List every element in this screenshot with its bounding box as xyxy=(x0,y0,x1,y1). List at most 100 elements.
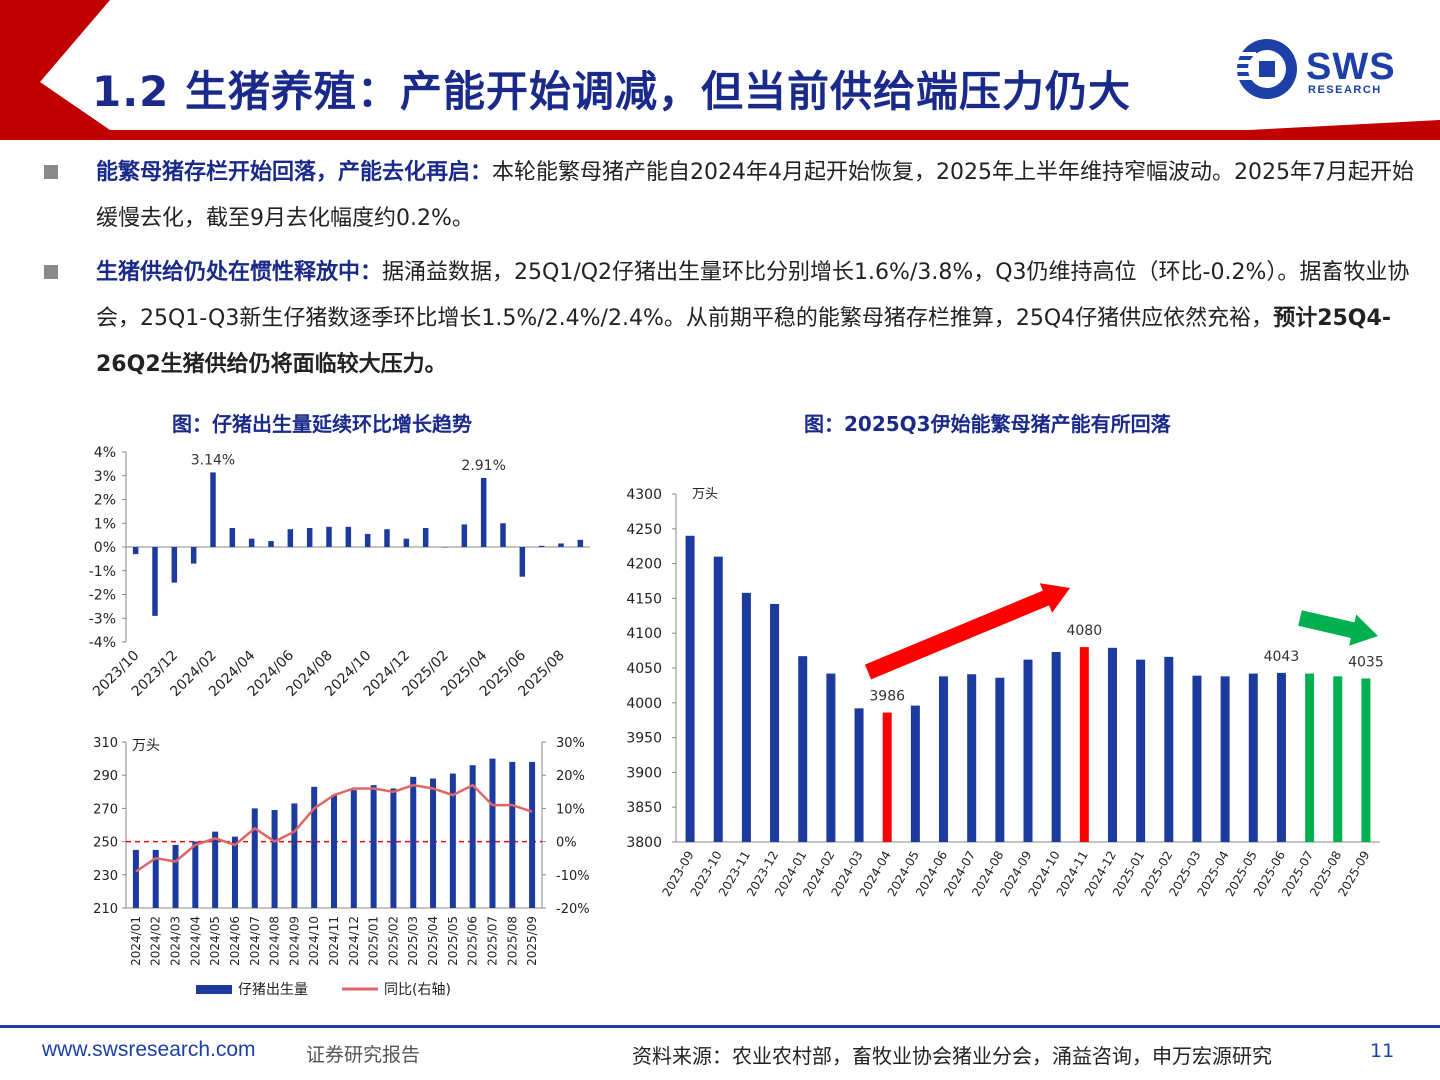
y-tick-label: 3900 xyxy=(626,765,662,781)
y2-tick-label: 0% xyxy=(556,836,577,851)
x-tick-label: 2025/06 xyxy=(466,916,480,966)
bar xyxy=(422,528,429,547)
x-tick-label: 2024/08 xyxy=(268,916,282,966)
x-tick-label: 2025/04 xyxy=(426,916,440,966)
bullet-square-icon xyxy=(44,165,58,179)
y-tick-label: 4000 xyxy=(626,696,662,712)
bar xyxy=(519,547,526,577)
bar xyxy=(192,841,199,908)
x-tick-label: 2024/09 xyxy=(287,916,301,966)
bar xyxy=(268,541,274,547)
y-tick-label: 4% xyxy=(94,445,116,461)
x-tick-label: 2025/07 xyxy=(485,916,499,966)
bar xyxy=(210,472,216,547)
chart-piglet-output: 210 230 250 270 290 310 -20% -10% 0% 10% 20% 30% 万头 2… xyxy=(93,736,590,998)
footer-site-link[interactable]: www.swsresearch.com xyxy=(42,1038,256,1061)
chart-sow-inventory: 3800 3850 3900 3950 4000 4050 4100 4150 4200 4250… xyxy=(626,487,1384,899)
y-tick-label: 4150 xyxy=(626,591,662,607)
bar xyxy=(410,776,417,908)
legend-label-line: 同比(右轴) xyxy=(384,982,451,998)
bar xyxy=(390,788,397,908)
bar xyxy=(1164,656,1174,842)
data-label: 4080 xyxy=(1066,623,1102,639)
bar xyxy=(331,795,337,908)
bar xyxy=(770,603,780,842)
bar xyxy=(469,765,476,908)
y-tick-label: -3% xyxy=(89,611,116,627)
bar xyxy=(1276,672,1286,842)
bullet-lead: 能繁母猪存栏开始回落，产能去化再启： xyxy=(96,160,493,185)
x-tick-label: 2024/06 xyxy=(228,916,242,966)
bar xyxy=(1333,676,1343,842)
bullet-emphasis: 预计25Q4-26Q2生猪供给仍将面临较大压力。 xyxy=(96,306,1391,377)
logo-text: SWS xyxy=(1306,46,1396,88)
bar xyxy=(1305,673,1315,842)
bar xyxy=(350,790,357,908)
y-tick-label: 3950 xyxy=(626,731,662,747)
bar xyxy=(1051,651,1061,842)
bar xyxy=(291,803,298,908)
y-tick-label: 3850 xyxy=(626,800,662,816)
y-tick-label: 4100 xyxy=(626,626,662,642)
logo-subtext: RESEARCH xyxy=(1308,84,1382,96)
bar xyxy=(1136,659,1146,842)
bar xyxy=(713,556,723,842)
trend-down-arrow-icon xyxy=(1298,610,1378,646)
y-tick-label: -1% xyxy=(89,564,116,580)
bullet-hog-supply: 生猪供给仍处在惯性释放中：据涌益数据，25Q1/Q2仔猪出生量环比分别增长1.6… xyxy=(44,250,1414,388)
y2-tick-label: 10% xyxy=(556,802,585,817)
bar xyxy=(442,547,448,548)
y-tick-label: -2% xyxy=(89,588,116,604)
bar xyxy=(172,844,179,908)
y-tick-label: 3% xyxy=(94,469,116,485)
bar xyxy=(967,674,977,842)
x-tick-label: 2025/02 xyxy=(386,916,400,966)
bullet-text: 据涌益数据，25Q1/Q2仔猪出生量环比分别增长1.6%/3.8%，Q3仍维持高… xyxy=(96,260,1410,331)
unit-label: 万头 xyxy=(692,487,718,502)
bar xyxy=(1107,647,1117,842)
trend-up-arrow-icon xyxy=(864,583,1070,680)
y2-tick-label: 30% xyxy=(556,736,585,751)
bar xyxy=(271,810,278,908)
bar xyxy=(798,656,808,842)
bar xyxy=(345,526,352,547)
bullet-lead: 生猪供给仍处在惯性释放中： xyxy=(96,260,383,285)
chart-title-piglet-mom: 图：仔猪出生量延续环比增长趋势 xyxy=(172,412,472,436)
y-tick-label: -4% xyxy=(89,635,116,651)
page-number: 11 xyxy=(1370,1040,1395,1062)
y-tick-label: 1% xyxy=(94,516,116,532)
x-tick-label: 2024/02 xyxy=(149,916,163,966)
x-tick-label: 2025/05 xyxy=(446,916,460,966)
x-tick-label: 2024/07 xyxy=(248,916,262,966)
x-tick-label: 2024/12 xyxy=(347,916,361,966)
bar xyxy=(364,533,371,547)
bar xyxy=(538,545,545,547)
bar xyxy=(480,477,487,547)
bar xyxy=(132,547,139,555)
y-tick-label: 4200 xyxy=(626,557,662,573)
bar xyxy=(741,592,751,842)
bar xyxy=(384,529,390,547)
data-label: 4035 xyxy=(1348,654,1384,670)
bar xyxy=(449,773,456,908)
bar xyxy=(311,786,318,908)
y2-tick-label: -10% xyxy=(556,869,590,884)
y-tick-label: 4300 xyxy=(626,487,662,503)
unit-label: 万头 xyxy=(132,738,160,754)
bar xyxy=(826,673,836,842)
bar xyxy=(1079,647,1089,842)
data-label: 2.91% xyxy=(461,458,505,474)
x-tick-label: 2024/01 xyxy=(129,916,143,966)
bar xyxy=(248,538,255,547)
bar xyxy=(326,526,332,547)
y-tick-label: 290 xyxy=(93,769,118,784)
header-banner xyxy=(0,0,1440,140)
bar xyxy=(1248,673,1258,842)
x-tick-label: 2024/05 xyxy=(208,916,222,966)
y2-tick-label: -20% xyxy=(556,902,590,917)
bar xyxy=(287,529,294,547)
x-tick-label: 2024/04 xyxy=(188,916,202,966)
y-tick-label: 2% xyxy=(94,493,116,509)
bullet-sow-inventory: 能繁母猪存栏开始回落，产能去化再启：本轮能繁母猪产能自2024年4月起开始恢复，… xyxy=(44,150,1414,242)
bullet-square-icon xyxy=(44,265,58,279)
